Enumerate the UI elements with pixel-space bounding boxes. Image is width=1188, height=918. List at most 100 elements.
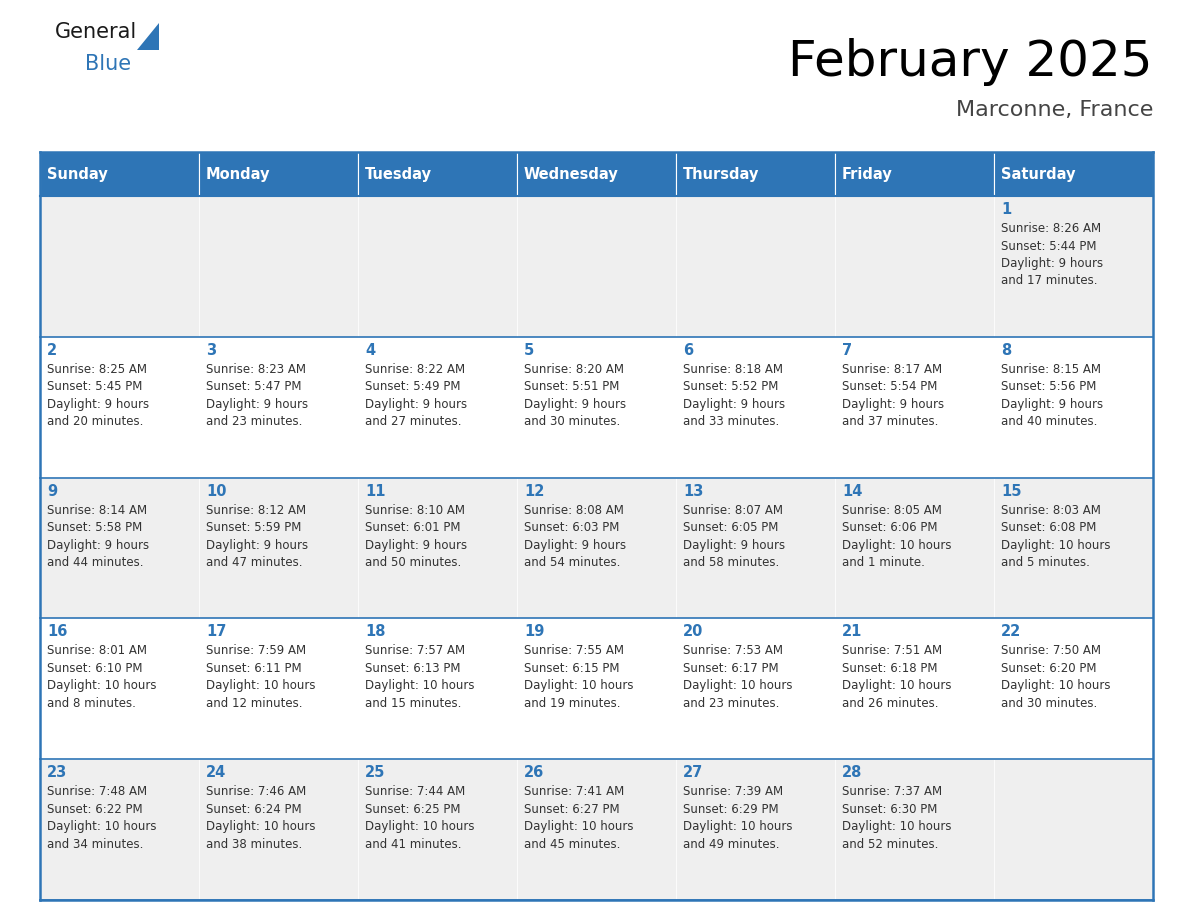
Text: Sunset: 5:58 PM: Sunset: 5:58 PM	[48, 521, 143, 534]
Text: Sunset: 5:49 PM: Sunset: 5:49 PM	[365, 380, 461, 393]
Text: 12: 12	[524, 484, 544, 498]
Text: Sunrise: 7:51 AM: Sunrise: 7:51 AM	[842, 644, 942, 657]
Text: 20: 20	[683, 624, 703, 640]
Polygon shape	[137, 23, 159, 50]
Text: and 5 minutes.: and 5 minutes.	[1001, 556, 1089, 569]
Bar	[676, 196, 835, 337]
Text: Daylight: 10 hours: Daylight: 10 hours	[365, 820, 474, 834]
Text: 3: 3	[206, 342, 216, 358]
Text: and 17 minutes.: and 17 minutes.	[1001, 274, 1098, 287]
Text: 24: 24	[206, 766, 226, 780]
Text: and 45 minutes.: and 45 minutes.	[524, 838, 620, 851]
Text: Sunrise: 8:18 AM: Sunrise: 8:18 AM	[683, 363, 783, 375]
Text: 23: 23	[48, 766, 68, 780]
Text: Daylight: 9 hours: Daylight: 9 hours	[206, 397, 308, 410]
Text: Sunset: 6:27 PM: Sunset: 6:27 PM	[524, 802, 620, 816]
Text: Sunrise: 7:53 AM: Sunrise: 7:53 AM	[683, 644, 783, 657]
Text: Daylight: 9 hours: Daylight: 9 hours	[524, 539, 626, 552]
Text: and 30 minutes.: and 30 minutes.	[1001, 697, 1098, 710]
Text: 25: 25	[365, 766, 385, 780]
Text: Sunrise: 7:41 AM: Sunrise: 7:41 AM	[524, 785, 624, 798]
Text: Sunset: 6:29 PM: Sunset: 6:29 PM	[683, 802, 778, 816]
Bar	[358, 337, 517, 477]
Text: Sunset: 6:11 PM: Sunset: 6:11 PM	[206, 662, 302, 675]
Text: Sunday: Sunday	[48, 166, 108, 182]
Text: Daylight: 10 hours: Daylight: 10 hours	[206, 820, 316, 834]
Text: Daylight: 10 hours: Daylight: 10 hours	[683, 679, 792, 692]
Text: Sunrise: 8:15 AM: Sunrise: 8:15 AM	[1001, 363, 1101, 375]
Text: and 47 minutes.: and 47 minutes.	[206, 556, 303, 569]
Text: Daylight: 9 hours: Daylight: 9 hours	[206, 539, 308, 552]
Bar	[517, 196, 676, 337]
Text: Sunset: 5:51 PM: Sunset: 5:51 PM	[524, 380, 619, 393]
Text: and 52 minutes.: and 52 minutes.	[842, 838, 939, 851]
Text: Sunset: 6:13 PM: Sunset: 6:13 PM	[365, 662, 461, 675]
Text: 11: 11	[365, 484, 385, 498]
Bar	[676, 619, 835, 759]
Bar	[40, 152, 200, 196]
Text: Thursday: Thursday	[683, 166, 759, 182]
Text: and 30 minutes.: and 30 minutes.	[524, 415, 620, 429]
Text: Daylight: 9 hours: Daylight: 9 hours	[683, 539, 785, 552]
Text: Sunset: 5:47 PM: Sunset: 5:47 PM	[206, 380, 302, 393]
Bar	[40, 337, 200, 477]
Text: and 38 minutes.: and 38 minutes.	[206, 838, 302, 851]
Text: 8: 8	[1001, 342, 1011, 358]
Text: Sunrise: 7:55 AM: Sunrise: 7:55 AM	[524, 644, 624, 657]
Bar	[358, 196, 517, 337]
Bar	[835, 152, 994, 196]
Bar	[517, 759, 676, 900]
Text: Sunrise: 7:50 AM: Sunrise: 7:50 AM	[1001, 644, 1101, 657]
Bar	[835, 477, 994, 619]
Bar	[200, 196, 358, 337]
Text: Daylight: 9 hours: Daylight: 9 hours	[1001, 397, 1104, 410]
Bar	[40, 477, 200, 619]
Bar	[517, 477, 676, 619]
Bar	[994, 152, 1154, 196]
Text: Sunrise: 8:22 AM: Sunrise: 8:22 AM	[365, 363, 466, 375]
Text: 14: 14	[842, 484, 862, 498]
Text: Sunrise: 7:39 AM: Sunrise: 7:39 AM	[683, 785, 783, 798]
Text: Wednesday: Wednesday	[524, 166, 619, 182]
Text: Daylight: 9 hours: Daylight: 9 hours	[842, 397, 944, 410]
Text: and 33 minutes.: and 33 minutes.	[683, 415, 779, 429]
Bar	[835, 619, 994, 759]
Bar	[200, 759, 358, 900]
Text: and 19 minutes.: and 19 minutes.	[524, 697, 620, 710]
Text: and 49 minutes.: and 49 minutes.	[683, 838, 779, 851]
Text: Sunrise: 8:17 AM: Sunrise: 8:17 AM	[842, 363, 942, 375]
Text: and 1 minute.: and 1 minute.	[842, 556, 925, 569]
Text: 18: 18	[365, 624, 385, 640]
Text: Sunset: 5:52 PM: Sunset: 5:52 PM	[683, 380, 778, 393]
Text: Sunrise: 8:10 AM: Sunrise: 8:10 AM	[365, 504, 465, 517]
Bar	[517, 619, 676, 759]
Bar	[517, 337, 676, 477]
Text: 4: 4	[365, 342, 375, 358]
Text: Sunrise: 8:08 AM: Sunrise: 8:08 AM	[524, 504, 624, 517]
Text: 16: 16	[48, 624, 68, 640]
Text: Sunset: 6:22 PM: Sunset: 6:22 PM	[48, 802, 143, 816]
Text: Sunrise: 8:23 AM: Sunrise: 8:23 AM	[206, 363, 307, 375]
Text: Sunrise: 8:01 AM: Sunrise: 8:01 AM	[48, 644, 147, 657]
Text: Sunrise: 7:44 AM: Sunrise: 7:44 AM	[365, 785, 466, 798]
Text: Tuesday: Tuesday	[365, 166, 432, 182]
Bar	[994, 619, 1154, 759]
Text: Daylight: 9 hours: Daylight: 9 hours	[48, 539, 150, 552]
Bar	[200, 477, 358, 619]
Text: Sunset: 6:17 PM: Sunset: 6:17 PM	[683, 662, 778, 675]
Text: and 12 minutes.: and 12 minutes.	[206, 697, 303, 710]
Text: 28: 28	[842, 766, 862, 780]
Text: Sunrise: 8:14 AM: Sunrise: 8:14 AM	[48, 504, 147, 517]
Bar	[200, 337, 358, 477]
Text: Sunset: 6:05 PM: Sunset: 6:05 PM	[683, 521, 778, 534]
Bar	[994, 477, 1154, 619]
Text: Sunrise: 7:57 AM: Sunrise: 7:57 AM	[365, 644, 466, 657]
Text: General: General	[55, 22, 138, 42]
Text: Daylight: 10 hours: Daylight: 10 hours	[683, 820, 792, 834]
Text: February 2025: February 2025	[789, 38, 1154, 86]
Text: 22: 22	[1001, 624, 1022, 640]
Text: 9: 9	[48, 484, 57, 498]
Text: Sunset: 5:44 PM: Sunset: 5:44 PM	[1001, 240, 1097, 252]
Bar	[835, 337, 994, 477]
Text: Sunrise: 7:59 AM: Sunrise: 7:59 AM	[206, 644, 307, 657]
